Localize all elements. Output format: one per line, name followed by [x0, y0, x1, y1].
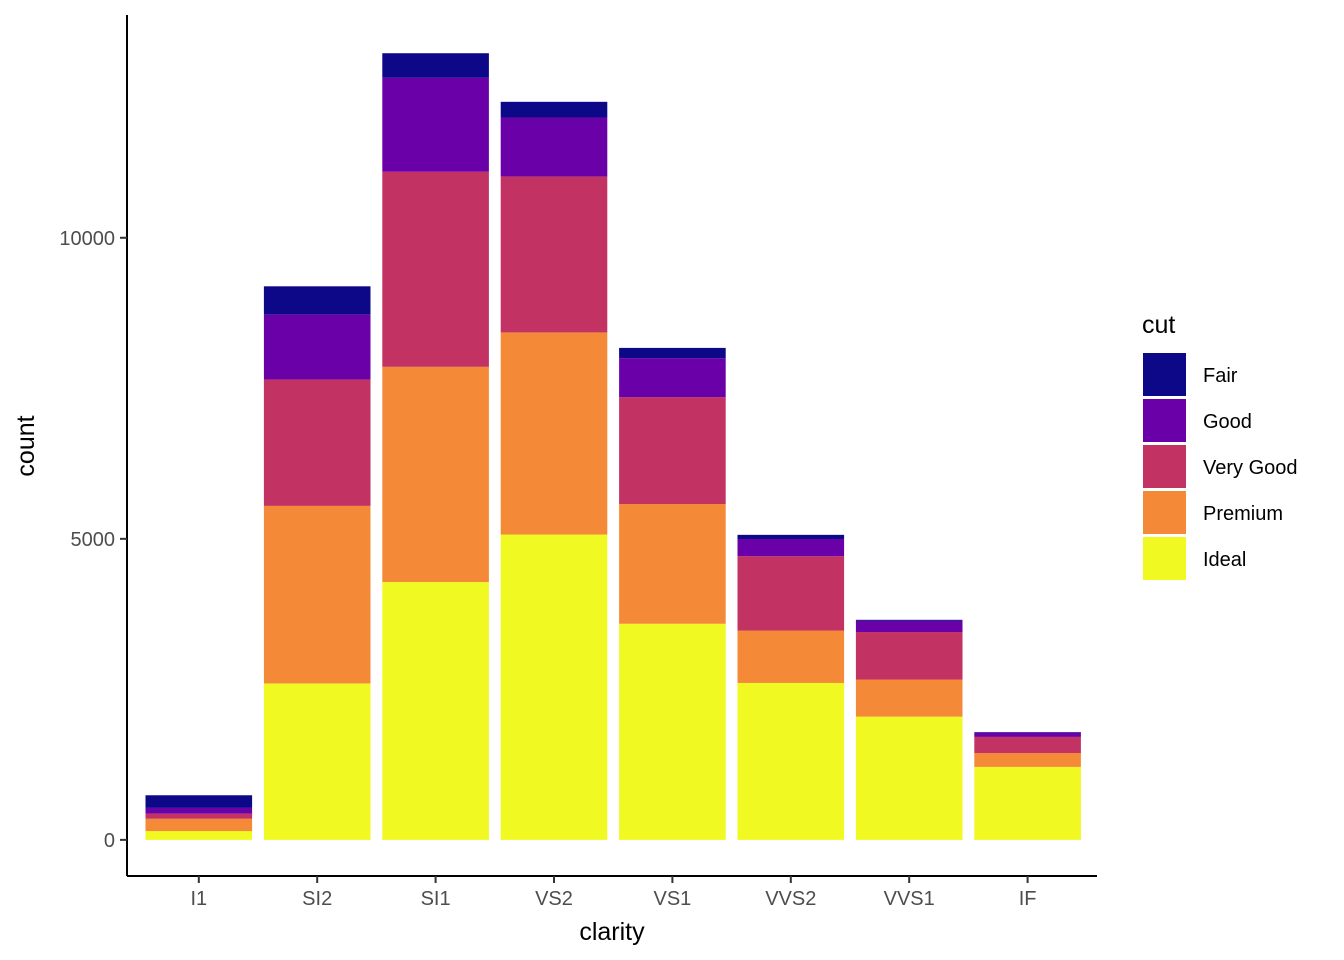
- legend-key-ideal: [1143, 537, 1186, 580]
- y-ticks: 0 5000 10000: [59, 228, 127, 852]
- bar-vvs2-premium: [737, 630, 845, 683]
- bar-i1-premium: [145, 818, 253, 832]
- bar-vvs1-fair: [855, 619, 963, 621]
- bar-i1-good: [145, 807, 253, 814]
- legend-key-premium: [1143, 491, 1186, 534]
- legend-key-good: [1143, 399, 1186, 442]
- legend-label-ideal: Ideal: [1203, 549, 1246, 571]
- bar-si2-premium: [263, 505, 371, 684]
- x-tick-label-si1: SI1: [421, 888, 451, 910]
- bar-vs1-fair: [619, 347, 726, 359]
- legend-key-very-good: [1143, 445, 1186, 488]
- x-tick-label-vvs1: VVS1: [884, 888, 935, 910]
- bar-vvs1-ideal: [855, 716, 963, 840]
- legend-label-fair: Fair: [1203, 365, 1238, 387]
- x-tick-label-vs1: VS1: [653, 888, 691, 910]
- bar-vs2-ideal: [500, 534, 608, 840]
- y-tick-label: 5000: [71, 529, 116, 551]
- x-tick-label-vs2: VS2: [535, 888, 573, 910]
- bar-vs2-very-good: [500, 176, 608, 333]
- bar-vs1-very-good: [619, 397, 726, 505]
- bar-i1-fair: [145, 795, 253, 808]
- bar-vvs2-fair: [737, 534, 845, 539]
- bar-vvs1-premium: [855, 679, 963, 717]
- bar-vs2-fair: [500, 101, 608, 118]
- legend-label-good: Good: [1203, 411, 1252, 433]
- bar-vs1-good: [619, 358, 726, 398]
- legend-title: cut: [1142, 311, 1175, 339]
- bar-si2-very-good: [263, 379, 371, 506]
- bar-vvs2-very-good: [737, 556, 845, 631]
- bar-vvs2-good: [737, 539, 845, 557]
- legend-key-fair: [1143, 353, 1186, 396]
- bar-vs1-ideal: [619, 623, 726, 840]
- axes-layer: [126, 15, 1097, 877]
- bar-si1-good: [382, 77, 489, 172]
- bar-vs2-premium: [500, 332, 608, 535]
- bar-si2-fair: [263, 286, 371, 315]
- bars-layer: [145, 53, 1081, 840]
- y-tick-label: 10000: [59, 228, 115, 250]
- bar-si1-ideal: [382, 582, 489, 840]
- y-tick-label: 0: [104, 830, 115, 852]
- x-tick-label-si2: SI2: [302, 888, 332, 910]
- bar-si1-fair: [382, 53, 489, 78]
- bar-vvs1-good: [855, 620, 963, 633]
- x-tick-label-vvs2: VVS2: [765, 888, 816, 910]
- x-ticks: I1 SI2 SI1 VS2 VS1 VVS2 VVS1 IF: [190, 876, 1036, 910]
- x-tick-label-i1: I1: [190, 888, 207, 910]
- bar-si1-premium: [382, 366, 489, 583]
- legend: cut Fair Good Very Good Premium Ideal: [1142, 311, 1298, 580]
- bar-si2-ideal: [263, 683, 371, 840]
- legend-label-very-good: Very Good: [1203, 457, 1298, 479]
- bar-si1-very-good: [382, 171, 489, 367]
- bar-if-fair: [974, 732, 1081, 733]
- legend-label-premium: Premium: [1203, 503, 1283, 525]
- x-axis-title: clarity: [579, 918, 645, 946]
- bar-i1-very-good: [145, 813, 253, 819]
- bar-if-very-good: [974, 736, 1081, 754]
- bar-vvs2-ideal: [737, 682, 845, 840]
- y-axis-title: count: [12, 415, 40, 476]
- bar-i1-ideal: [145, 831, 253, 840]
- bar-si2-good: [263, 314, 371, 380]
- bar-vvs1-very-good: [855, 632, 963, 680]
- bar-if-good: [974, 732, 1081, 737]
- x-tick-label-if: IF: [1019, 888, 1037, 910]
- bar-vs1-premium: [619, 504, 726, 624]
- bar-vs2-good: [500, 117, 608, 177]
- bar-if-ideal: [974, 766, 1081, 840]
- bar-if-premium: [974, 753, 1081, 767]
